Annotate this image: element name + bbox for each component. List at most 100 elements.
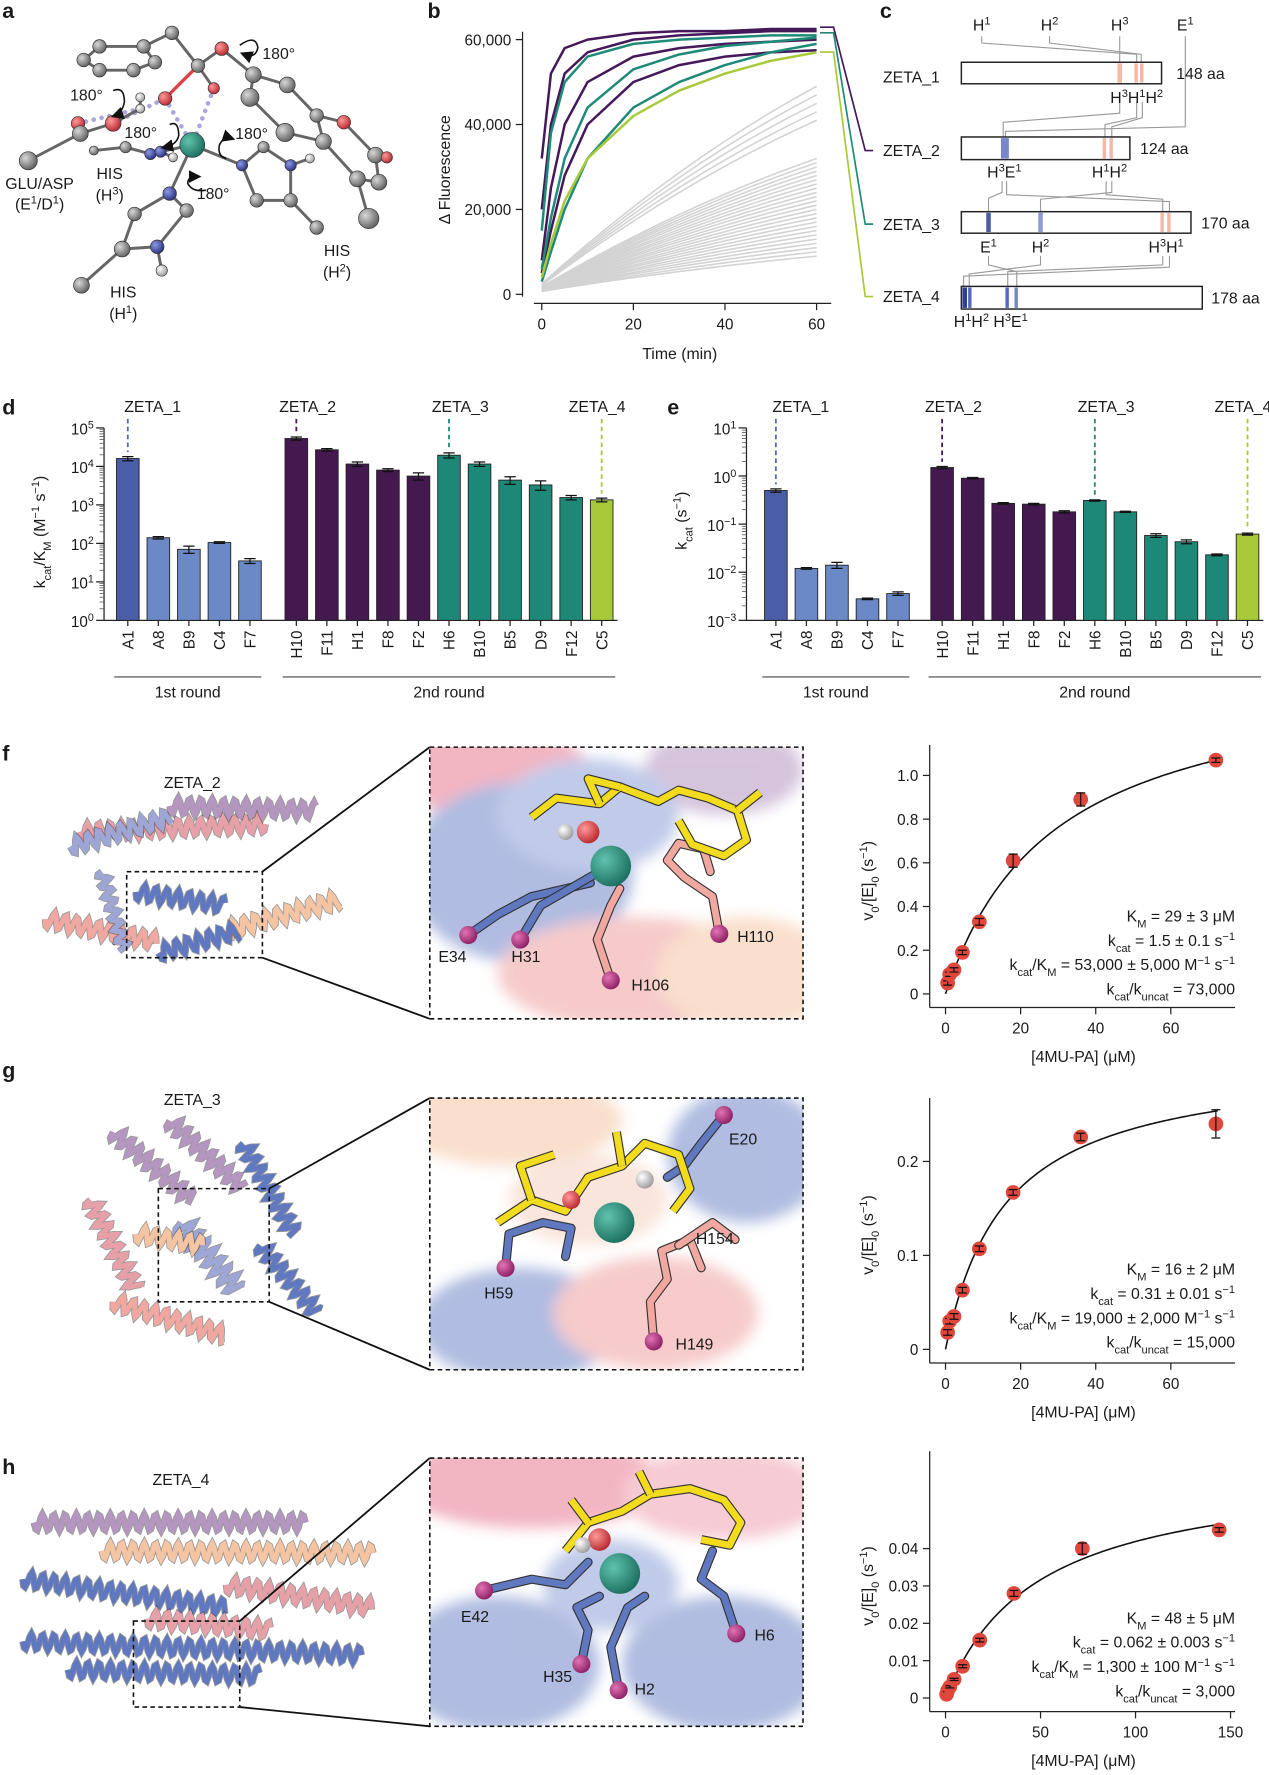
y-axis-label: v0/[E]0 (s−1) [858, 1546, 882, 1626]
mapping-line [987, 181, 1003, 212]
y-axis-label: Δ Fluorescence [437, 115, 454, 224]
kinetic-parameter: KM = 48 ± 5 μM [1127, 1610, 1235, 1632]
helix [156, 919, 243, 963]
helix [20, 1628, 365, 1669]
oxygen-atom [207, 82, 220, 95]
rotation-label: 180° [235, 126, 268, 143]
kinetic-parameter: kcat/kuncat = 3,000 [1115, 1683, 1235, 1705]
background-trace [541, 85, 817, 285]
mapping-line [968, 255, 1042, 287]
structure-title: ZETA_2 [164, 775, 221, 792]
bar-C5 [1235, 533, 1260, 621]
rotation-arrow-icon [186, 170, 206, 192]
background-trace [541, 225, 817, 291]
zoom-line [261, 746, 431, 873]
carbon-atom [315, 133, 332, 150]
hydrogen-atom [135, 103, 146, 114]
design-trace [540, 29, 817, 210]
carbon-atom [126, 63, 141, 78]
background-trace [541, 204, 817, 290]
highlight-label-zeta_2: ZETA_2 [279, 399, 336, 416]
bar-H10 [284, 438, 309, 621]
design-length: 170 aa [1201, 216, 1250, 233]
background-cartoon [667, 1098, 804, 1223]
zeta-4-kinetics-chart: 0 0.01 0.02 0.03 0.04 0 50 100 150 [4MU-PA] (μM) v… [858, 1451, 1243, 1770]
residue-label: H110 [737, 929, 774, 946]
nitrogen-atom [144, 147, 157, 160]
carbon-atom [279, 76, 296, 94]
zoom-line [268, 1097, 431, 1190]
carbon-atom [245, 66, 262, 83]
kinetic-parameter: kcat/kuncat = 15,000 [1107, 1335, 1236, 1357]
residue-label-his-h3: HIS [97, 166, 123, 183]
y-tick-label: 0.02 [889, 1616, 919, 1633]
helix [107, 1127, 197, 1206]
site-labels: H3H1 [1148, 237, 1183, 256]
error-bar [958, 1664, 968, 1669]
background-trace [541, 221, 817, 291]
kinetic-parameter: kcat/KM = 1,300 ± 100 M−1 s−1 [1032, 1657, 1236, 1681]
x-tick-label: A1 [120, 631, 137, 650]
residue-sidechain [516, 868, 603, 943]
error-bar [122, 455, 134, 462]
helix [235, 1141, 301, 1239]
rotation-arrow-icon [239, 39, 259, 64]
background-trace [541, 229, 817, 291]
bond [80, 247, 124, 287]
x-tick-label: H6 [442, 631, 459, 651]
scissile-bond [163, 64, 200, 100]
structure-title: ZETA_4 [153, 1472, 210, 1489]
error-bar [974, 917, 984, 926]
kinetic-parameter: kcat = 0.31 ± 0.01 s−1 [1090, 1284, 1235, 1308]
design-trace [540, 42, 817, 282]
design-trace [540, 27, 817, 159]
x-tick-label: 50 [1032, 1725, 1049, 1742]
highlight-label-zeta_4: ZETA_4 [569, 399, 626, 416]
connector-zeta-3 [819, 31, 874, 225]
panel-label-g: g [2, 1059, 15, 1083]
background-cartoon [429, 1596, 600, 1727]
active-site-ball-and-stick-model: 180° 180° 180° 180° 180° GLU/ASP (E1/D1)… [5, 25, 393, 323]
bar-A1 [764, 490, 788, 621]
water-atom [557, 824, 574, 840]
background-trace [541, 187, 817, 289]
helix [20, 1566, 228, 1620]
helix [133, 880, 228, 916]
error-bar [949, 1677, 959, 1682]
x-tick-label: F8 [1026, 631, 1043, 649]
oxygen-atom [158, 91, 173, 106]
mapping-line [1049, 36, 1142, 63]
background-cartoon [497, 758, 679, 872]
design-name-zeta-4: ZETA_4 [883, 289, 940, 306]
error-bar [504, 476, 516, 486]
x-tick-label: F12 [564, 631, 581, 657]
zeta-4-structure: ZETA_4 E42 H35 H2 H6 [19, 1457, 804, 1728]
y-tick-label: 20,000 [465, 202, 512, 219]
background-cartoon [554, 1256, 758, 1370]
alpha-carbon-sphere [601, 971, 620, 990]
residue-sidechain [502, 1219, 575, 1272]
bar-H6 [1083, 500, 1107, 621]
error-bar [1058, 510, 1070, 514]
x-tick-label: 0 [941, 1725, 949, 1742]
oxygen-atom [588, 1528, 611, 1551]
carbon-atom [179, 203, 194, 218]
error-bar [967, 476, 979, 480]
carbon-atom [309, 108, 324, 123]
y-tick-label: 10−2 [707, 564, 736, 583]
design-trace [540, 36, 817, 270]
active-site-closeup: E42 H35 H2 H6 [429, 1458, 804, 1727]
error-bar [1211, 553, 1223, 557]
design-trace [540, 34, 817, 231]
substrate-ligand [516, 1151, 556, 1202]
nitrogen-atom [150, 239, 165, 254]
highlight-label-zeta_3: ZETA_3 [432, 399, 489, 416]
x-tick-label: B9 [182, 631, 199, 650]
design-bar-zeta-2 [960, 136, 1131, 161]
fluorescence-time-course-chart: 0 20,000 40,000 60,000 0 20 40 60 Time (min) Δ Fl… [437, 27, 832, 363]
error-bar [892, 591, 904, 597]
active-site-closeup: E34 H31 H106 H110 [429, 747, 804, 1019]
helix [82, 1198, 145, 1290]
substrate-ligand [584, 775, 621, 806]
error-bar [596, 497, 608, 503]
